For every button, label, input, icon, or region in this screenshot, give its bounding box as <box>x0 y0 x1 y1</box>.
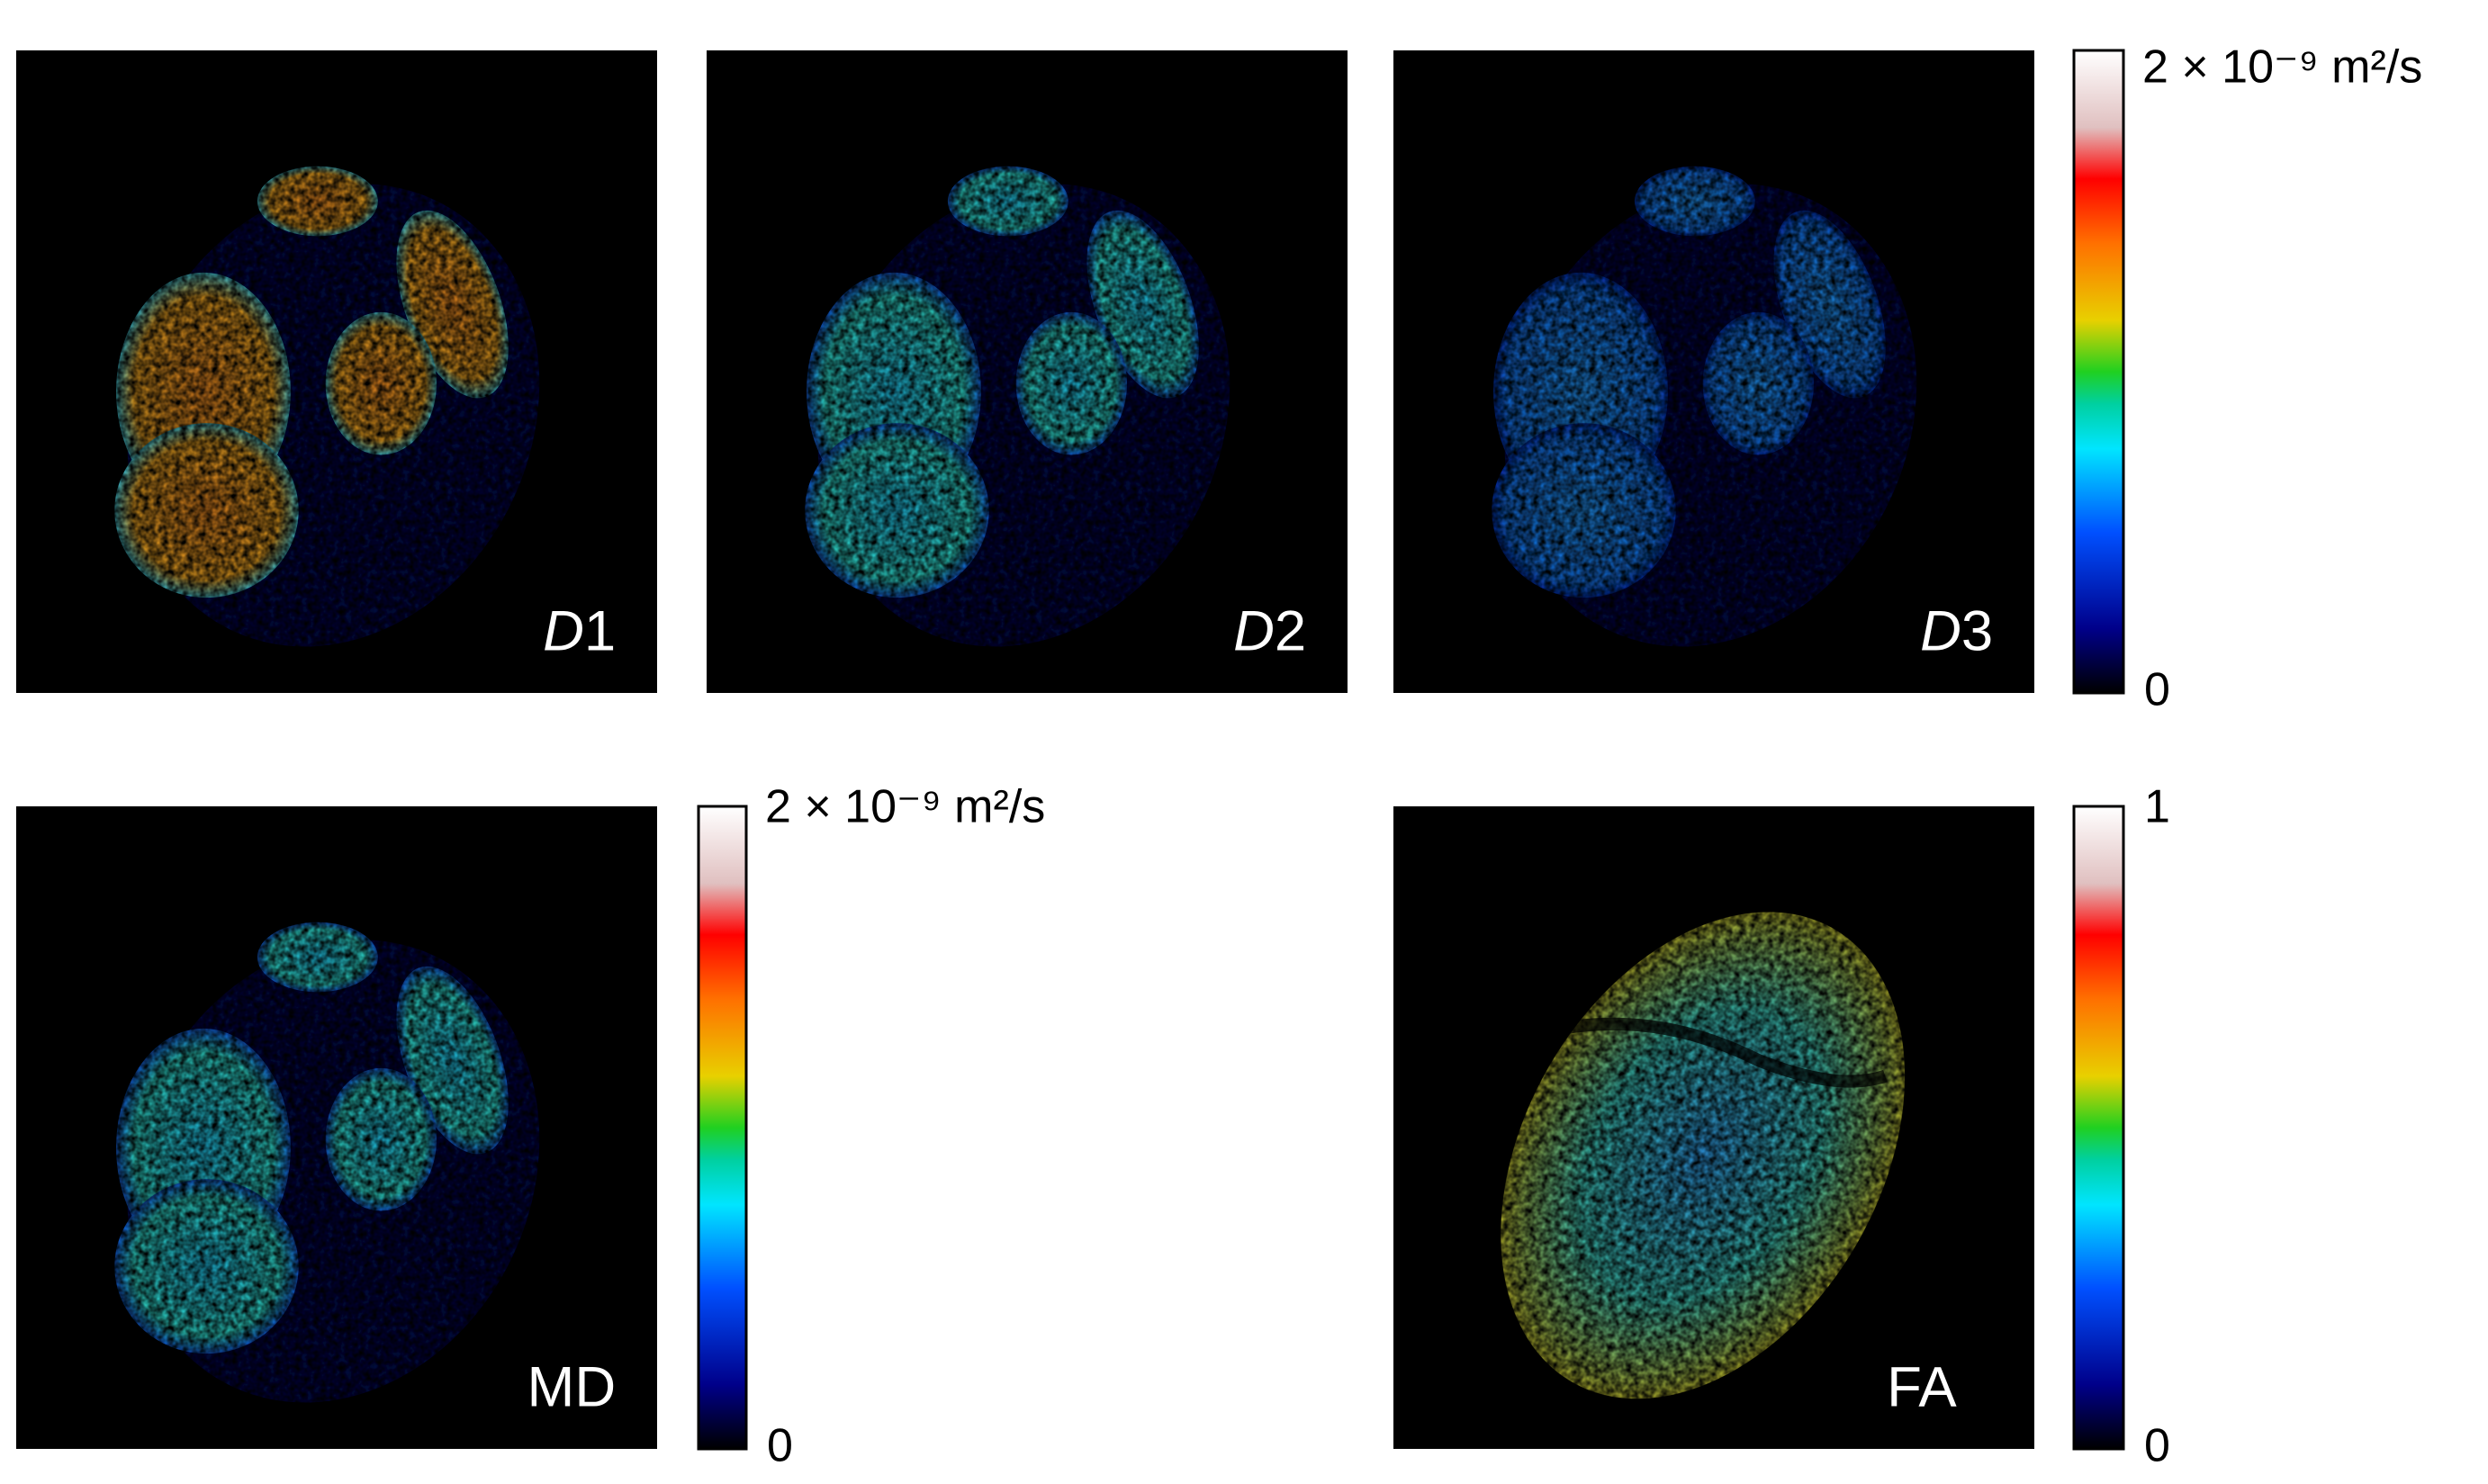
label-index: 3 <box>1961 599 1993 662</box>
map-image: FA <box>1501 912 1957 1418</box>
map-image: D1 <box>53 115 616 693</box>
colorbar-max-label: 2 × 10⁻⁹ m²/s <box>765 781 1045 833</box>
panel-md: MD <box>16 806 657 1449</box>
colorbar-max-label: 2 × 10⁻⁹ m²/s <box>2142 41 2422 94</box>
label-symbol: D <box>1920 599 1961 662</box>
map-image: D3 <box>1430 115 1993 693</box>
colorbar-diffusivity: 2 × 10⁻⁹ m²/s 0 <box>2072 41 2422 716</box>
panel-d2: D2 <box>707 50 1348 693</box>
panel-label: MD <box>527 1355 617 1418</box>
panel-label: FA <box>1887 1355 1957 1418</box>
colorbar <box>2072 49 2125 695</box>
label-index: 1 <box>584 599 616 662</box>
colorbar <box>697 805 748 1451</box>
colorbar <box>2072 805 2125 1451</box>
colorbar-min-label: 0 <box>2144 664 2170 716</box>
colorbar-min-label: 0 <box>2144 1420 2170 1472</box>
colorbar-max-label: 1 <box>2144 781 2170 833</box>
map-image: MD <box>53 871 617 1449</box>
panel-d1: D1 <box>16 50 657 693</box>
panel-label: D1 <box>543 599 616 662</box>
panel-label: D3 <box>1920 599 1993 662</box>
map-image: D2 <box>744 115 1306 693</box>
label-symbol: D <box>543 599 584 662</box>
panel-label: D2 <box>1233 599 1306 662</box>
colorbar-md: 2 × 10⁻⁹ m²/s 0 <box>697 781 1045 1472</box>
colorbar-min-label: 0 <box>767 1420 793 1472</box>
label-symbol: D <box>1233 599 1275 662</box>
colorbar-fa: 1 0 <box>2072 781 2170 1472</box>
panel-fa: FA <box>1393 806 2034 1449</box>
label-index: 2 <box>1275 599 1306 662</box>
panel-d3: D3 <box>1393 50 2034 693</box>
